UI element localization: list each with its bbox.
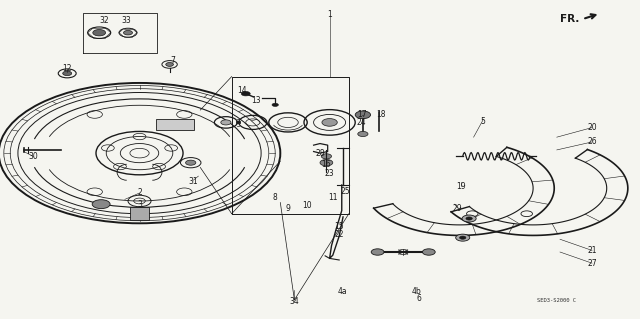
Text: 8: 8 — [273, 193, 278, 202]
Text: 31: 31 — [188, 177, 198, 186]
Text: 23: 23 — [324, 169, 335, 178]
Text: 22: 22 — [335, 230, 344, 239]
Circle shape — [221, 120, 231, 125]
Text: 13: 13 — [251, 96, 261, 105]
Circle shape — [466, 217, 472, 220]
Text: 29: 29 — [452, 204, 463, 213]
Circle shape — [358, 131, 368, 137]
Circle shape — [322, 119, 337, 126]
Text: 4a: 4a — [337, 287, 348, 296]
Text: SED3-S2000 C: SED3-S2000 C — [538, 298, 576, 303]
Text: 15: 15 — [334, 222, 344, 231]
Circle shape — [422, 249, 435, 255]
Circle shape — [186, 160, 196, 165]
Text: 26: 26 — [587, 137, 597, 146]
Circle shape — [371, 249, 384, 255]
Text: 18: 18 — [376, 110, 385, 119]
Text: 7: 7 — [170, 56, 175, 65]
Text: 9: 9 — [285, 204, 291, 213]
Circle shape — [355, 111, 371, 119]
Bar — [156, 119, 194, 130]
Text: 33: 33 — [121, 16, 131, 25]
Text: FR.: FR. — [560, 14, 579, 24]
Text: 12: 12 — [63, 64, 72, 73]
Text: 21: 21 — [588, 246, 596, 255]
Text: 20: 20 — [587, 123, 597, 132]
Circle shape — [93, 30, 106, 36]
Circle shape — [124, 31, 132, 35]
Text: 19: 19 — [456, 182, 466, 191]
Text: 25: 25 — [340, 187, 351, 196]
Bar — [130, 207, 149, 220]
Circle shape — [272, 103, 278, 107]
Text: 10: 10 — [302, 201, 312, 210]
Text: 30: 30 — [28, 152, 38, 161]
Text: 3: 3 — [137, 200, 142, 209]
Circle shape — [166, 63, 173, 66]
Circle shape — [456, 234, 470, 241]
Text: 28: 28 — [316, 149, 324, 158]
Circle shape — [321, 154, 332, 159]
Circle shape — [92, 200, 110, 209]
Circle shape — [241, 92, 250, 96]
Text: 14: 14 — [237, 86, 247, 95]
Circle shape — [63, 71, 72, 76]
Text: 16: 16 — [321, 160, 332, 169]
Text: 27: 27 — [587, 259, 597, 268]
Text: 2: 2 — [137, 189, 142, 197]
Circle shape — [460, 236, 466, 239]
Text: 24: 24 — [356, 118, 367, 127]
Text: 4b: 4b — [411, 287, 421, 296]
Circle shape — [462, 215, 476, 222]
Text: 11: 11 — [328, 193, 337, 202]
Text: 6: 6 — [417, 294, 422, 303]
Circle shape — [320, 160, 333, 166]
Text: 5: 5 — [481, 117, 486, 126]
Text: 32: 32 — [99, 16, 109, 25]
Text: 17: 17 — [356, 110, 367, 119]
Text: 34: 34 — [289, 297, 300, 306]
Text: 1: 1 — [327, 10, 332, 19]
